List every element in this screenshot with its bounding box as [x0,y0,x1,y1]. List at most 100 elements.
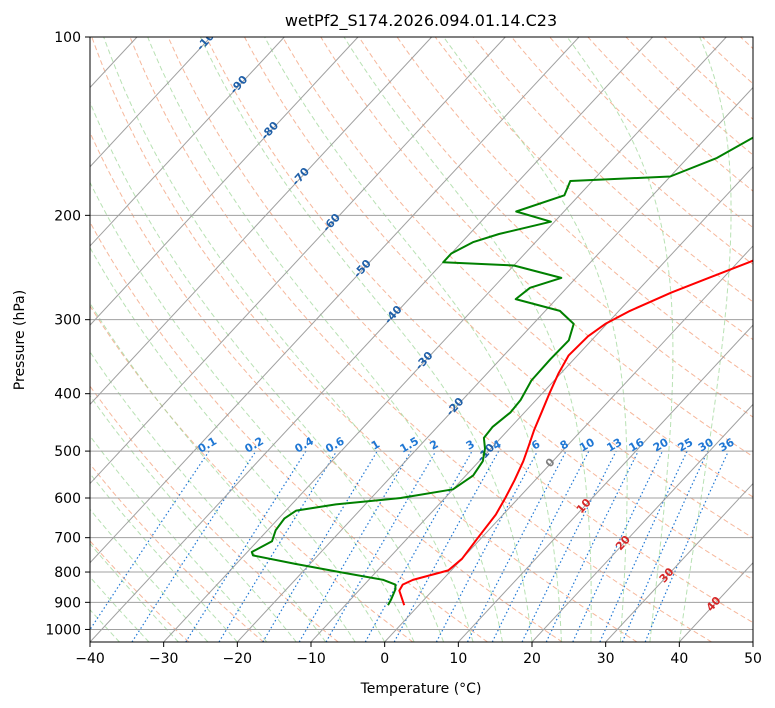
mixing-ratio-line [185,450,307,642]
mixing-ratio-line [599,450,688,642]
y-tick-label: 500 [54,444,81,460]
mixing-ratio-line [298,450,412,642]
mixing-ratio-label: 8 [558,438,571,453]
moist-adiabat-line [343,37,592,642]
x-tick-label: 30 [597,651,615,667]
mixing-ratio-label: 25 [676,436,696,455]
dry-adiabat-line [282,37,753,498]
dry-adiabat-line [91,37,638,642]
mixing-ratio-label: 10 [577,435,597,454]
mixing-ratio-labels: 0.1 0.2 0.4 0.6 1 1.5 2 3 4 6 8 10 13 16 20 25 30 36 [196,434,737,455]
y-tick-label: 900 [54,595,81,611]
mixing-ratio-label: 16 [627,435,647,454]
mixing-ratio-line [364,450,473,642]
mixing-ratio-line [572,450,664,642]
dry-adiabat-line [90,305,414,642]
x-axis-title: Temperature (°C) [360,681,482,697]
moist-adiabat-line [90,302,356,642]
isotherm-line [163,37,727,642]
dry-adiabat-line [549,37,753,229]
x-axis: −40 −30 −20 −10 0 10 20 30 40 50 [75,642,762,667]
y-tick-label: 800 [54,565,81,581]
moist-adiabat-line [90,181,415,642]
x-tick-label: 50 [744,651,762,667]
x-tick-label: −20 [223,651,253,667]
isotherm-line [90,37,212,168]
mixing-ratio-label: 2 [428,438,441,453]
isotherm-line [90,37,654,642]
x-tick-label: 10 [449,651,467,667]
dry-adiabat-line [473,37,753,303]
mixing-ratio-line [325,450,437,642]
y-tick-label: 600 [54,491,81,507]
mixing-ratio-line [545,450,639,642]
dry-adiabat-line [701,37,753,85]
isotherm-line [90,37,506,485]
moist-adiabat-line [90,100,445,642]
y-tick-label: 400 [54,387,81,403]
mixing-ratio-line [621,450,709,642]
moist-adiabat-line [90,351,327,642]
mixing-ratio-label: 1 [369,438,382,453]
dry-adiabat-line [129,37,712,642]
isotherm-line [457,324,753,642]
moist-adiabats [90,37,732,642]
moist-adiabat-line [264,37,562,642]
mixing-ratio-label: 0.1 [196,435,219,456]
isotherm-line [678,562,753,642]
y-tick-label: 1000 [45,622,81,638]
dry-adiabat-line [90,540,190,642]
x-tick-label: −30 [149,651,179,667]
isotherm-label: -100 [194,24,222,53]
moist-adiabat-line [199,37,533,642]
dry-adiabat-line [167,37,753,624]
dry-adiabat-line [740,37,753,50]
mixing-ratio-label: 36 [717,435,737,454]
moist-adiabat-line [90,246,386,642]
moist-adiabat-line [90,435,268,642]
dry-adiabat-line [90,385,339,642]
isotherm-line [90,37,433,406]
temperature-series-line [398,259,753,606]
plot-frame [89,36,754,643]
mixing-ratio-label: 13 [604,436,624,455]
moist-adiabat-line [678,37,732,642]
moist-adiabat-line [90,508,209,642]
mixing-ratio-label: 30 [696,435,716,454]
mixing-ratio-label: 1.5 [398,435,421,456]
isotherm-line [310,165,753,642]
isotherm-line [0,37,63,642]
y-tick-label: 100 [54,30,81,46]
mixing-ratio-line [644,450,729,642]
x-tick-label: 40 [670,651,688,667]
mixing-ratio-line [521,450,617,642]
isotherm-line [384,245,753,642]
dewpoint-series-line [250,136,753,606]
x-tick-label: 0 [380,651,389,667]
y-tick-label: 200 [54,208,81,224]
pressure-gridlines [90,37,753,630]
dry-adiabat-line [625,37,753,156]
y-tick-label: 700 [54,531,81,547]
dry-adiabat-line [434,37,753,341]
y-axis: 100 200 300 400 500 600 700 800 900 1000 [45,30,90,638]
y-tick-label: 300 [54,313,81,329]
moist-adiabat-line [103,37,474,642]
isotherms [0,37,753,642]
dry-adiabat-line [90,463,264,642]
x-tick-label: −40 [75,651,105,667]
moist-adiabat-line [90,472,238,642]
dry-adiabat-line [663,37,753,120]
isotherm-line [90,37,359,326]
dry-adiabat-line [396,37,753,379]
plot-area: -100-90-80-70-60-50-40-30-20-10 010203040… [0,24,753,642]
mixing-ratio-label: 0.4 [292,434,316,455]
isotherm-line [605,482,753,642]
mixing-ratio-line [218,450,338,642]
mixing-ratio-line [435,450,539,642]
dry-adiabat-line [244,37,753,539]
isotherm-line [90,37,580,564]
isotherm-line [752,641,753,642]
